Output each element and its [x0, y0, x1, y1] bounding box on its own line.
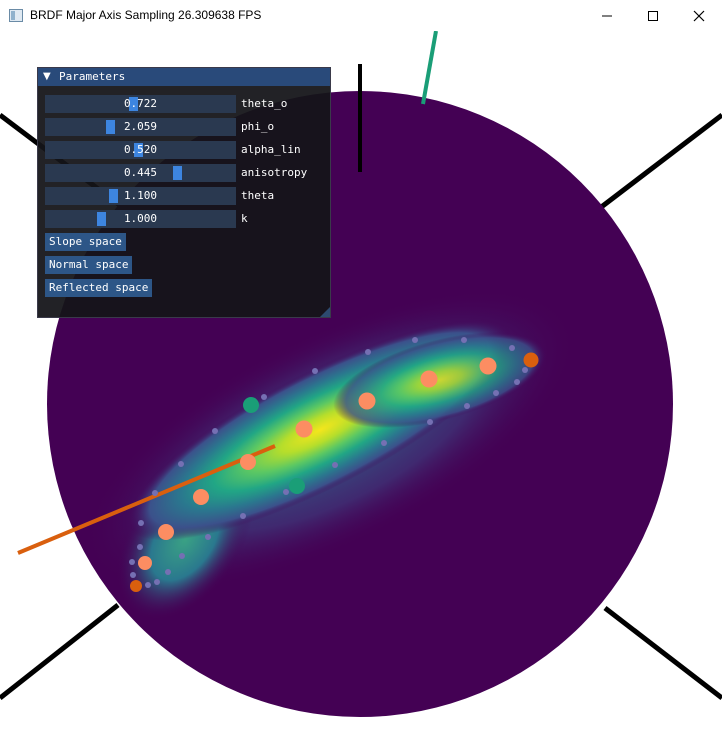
slider-value: 0.520	[123, 143, 158, 156]
slider-k[interactable]: 1.000	[45, 210, 236, 228]
outline-dot	[514, 379, 520, 385]
outline-dot	[312, 368, 318, 374]
slider-grab[interactable]	[109, 189, 118, 203]
normal-space-button[interactable]: Normal space	[45, 256, 133, 274]
slider-theta-o[interactable]: 0.722	[45, 95, 236, 113]
outline-dot	[212, 428, 218, 434]
outline-dot	[427, 419, 433, 425]
outline-dot	[412, 337, 418, 343]
slider-alpha-lin[interactable]: 0.520	[45, 141, 236, 159]
sample-point	[295, 420, 313, 438]
outline-dot	[365, 349, 371, 355]
slider-theta[interactable]: 1.100	[45, 187, 236, 205]
outline-dot	[145, 582, 151, 588]
maximize-icon	[648, 11, 658, 21]
sample-endpoint	[523, 352, 539, 368]
render-viewport[interactable]	[0, 31, 722, 752]
minor-axis-point	[243, 397, 259, 413]
sample-endpoint	[130, 580, 142, 592]
outline-dot	[283, 489, 289, 495]
view-direction-line	[421, 31, 438, 105]
sample-point	[158, 524, 174, 540]
reflected-space-button[interactable]: Reflected space	[45, 279, 153, 297]
sample-points	[138, 357, 497, 570]
slider-label: theta_o	[241, 97, 288, 110]
slider-label: k	[241, 212, 248, 225]
sample-point	[138, 556, 152, 570]
slider-value: 2.059	[123, 120, 158, 133]
slider-label: alpha_lin	[241, 143, 301, 156]
outline-dot	[205, 534, 211, 540]
outline-dot	[165, 569, 171, 575]
minor-axis-point	[289, 478, 305, 494]
panel-header[interactable]: ▼ Parameters	[38, 68, 330, 86]
maximize-button[interactable]	[630, 0, 676, 31]
axis-line	[603, 606, 722, 700]
outline-dot	[130, 572, 136, 578]
outline-dot	[129, 559, 135, 565]
minimize-icon	[602, 15, 612, 17]
outline-dot	[522, 367, 528, 373]
slope-space-button[interactable]: Slope space	[45, 233, 126, 251]
axis-line	[598, 113, 722, 210]
slider-label: theta	[241, 189, 275, 202]
outline-dot	[261, 394, 267, 400]
outline-dot	[461, 337, 467, 343]
sample-point	[358, 392, 376, 410]
brdf-lobe	[82, 288, 578, 621]
outline-dot	[179, 553, 185, 559]
slider-label: anisotropy	[241, 166, 308, 179]
triangle-down-icon[interactable]: ▼	[43, 71, 51, 82]
outline-dot	[154, 579, 160, 585]
sample-point	[193, 489, 209, 505]
outline-dot	[464, 403, 470, 409]
axis-line	[0, 603, 120, 700]
panel-title: Parameters	[59, 70, 126, 83]
slider-value: 1.000	[123, 212, 158, 225]
app-icon	[9, 9, 23, 22]
window-title: BRDF Major Axis Sampling 26.309638 FPS	[30, 8, 262, 22]
outline-dot	[137, 544, 143, 550]
title-bar: BRDF Major Axis Sampling 26.309638 FPS	[0, 0, 722, 31]
outline-dot	[509, 345, 515, 351]
sample-point	[479, 357, 497, 375]
minimize-button[interactable]	[584, 0, 630, 31]
outline-dots	[129, 337, 528, 588]
outline-dot	[381, 440, 387, 446]
slider-grab[interactable]	[173, 166, 182, 180]
slider-phi-o[interactable]: 2.059	[45, 118, 236, 136]
outline-dot	[240, 513, 246, 519]
outline-dot	[332, 462, 338, 468]
outline-dot	[178, 461, 184, 467]
outline-dot	[152, 490, 158, 496]
slider-value: 0.722	[123, 97, 158, 110]
resize-grip[interactable]	[320, 307, 330, 317]
parameters-panel[interactable]: ▼ Parameters 0.722 theta_o 2.059 phi_o 0…	[37, 67, 331, 318]
slider-label: phi_o	[241, 120, 275, 133]
slider-grab[interactable]	[97, 212, 106, 226]
sample-point	[240, 454, 256, 470]
brdf-visualization	[0, 31, 722, 717]
slider-value: 1.100	[123, 189, 158, 202]
sample-point	[420, 370, 438, 388]
major-axis-line	[17, 444, 276, 555]
slider-value: 0.445	[123, 166, 158, 179]
slider-grab[interactable]	[106, 120, 115, 134]
slider-grab[interactable]	[129, 97, 138, 111]
slider-anisotropy[interactable]: 0.445	[45, 164, 236, 182]
close-button[interactable]	[676, 0, 722, 31]
close-icon	[693, 10, 705, 22]
slider-grab[interactable]	[134, 143, 143, 157]
outline-dot	[138, 520, 144, 526]
outline-dot	[493, 390, 499, 396]
